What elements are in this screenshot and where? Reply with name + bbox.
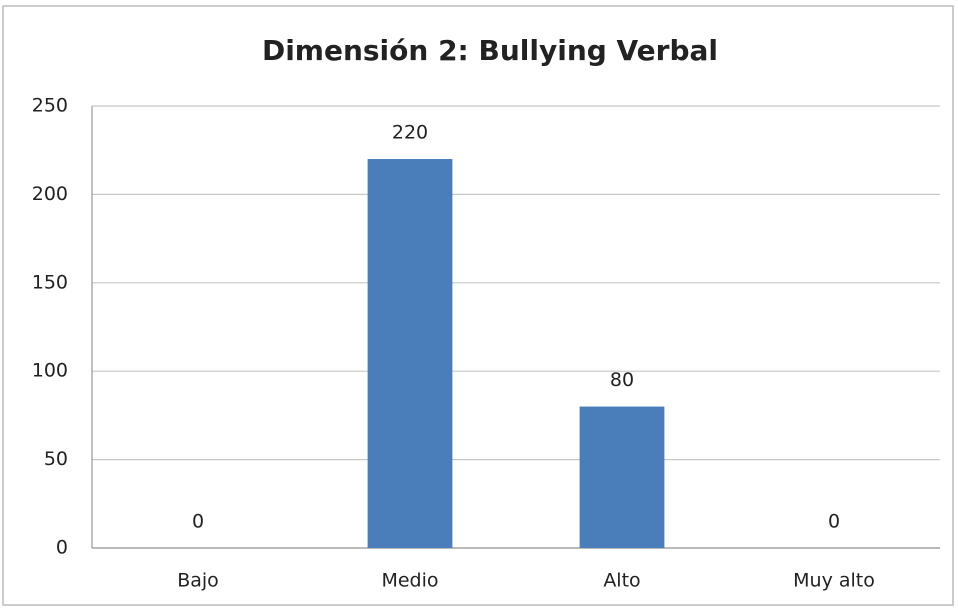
data-label: 80 [610, 369, 634, 391]
data-label: 220 [392, 122, 428, 144]
y-tick-label: 100 [32, 360, 68, 382]
y-tick-label: 250 [32, 95, 68, 117]
y-tick-label: 200 [32, 183, 68, 205]
data-label: 0 [192, 511, 204, 533]
chart-title: Dimensión 2: Bullying Verbal [262, 34, 718, 67]
data-label: 0 [828, 511, 840, 533]
x-tick-label: Medio [381, 570, 438, 592]
x-tick-label: Muy alto [793, 570, 875, 592]
bar [367, 159, 453, 549]
y-tick-label: 150 [32, 271, 68, 293]
chart-border [2, 5, 954, 606]
x-tick-label: Bajo [177, 570, 219, 592]
x-tick-label: Alto [603, 570, 640, 592]
y-tick-label: 0 [56, 537, 68, 559]
y-tick-label: 50 [44, 448, 68, 470]
bar [579, 406, 665, 548]
